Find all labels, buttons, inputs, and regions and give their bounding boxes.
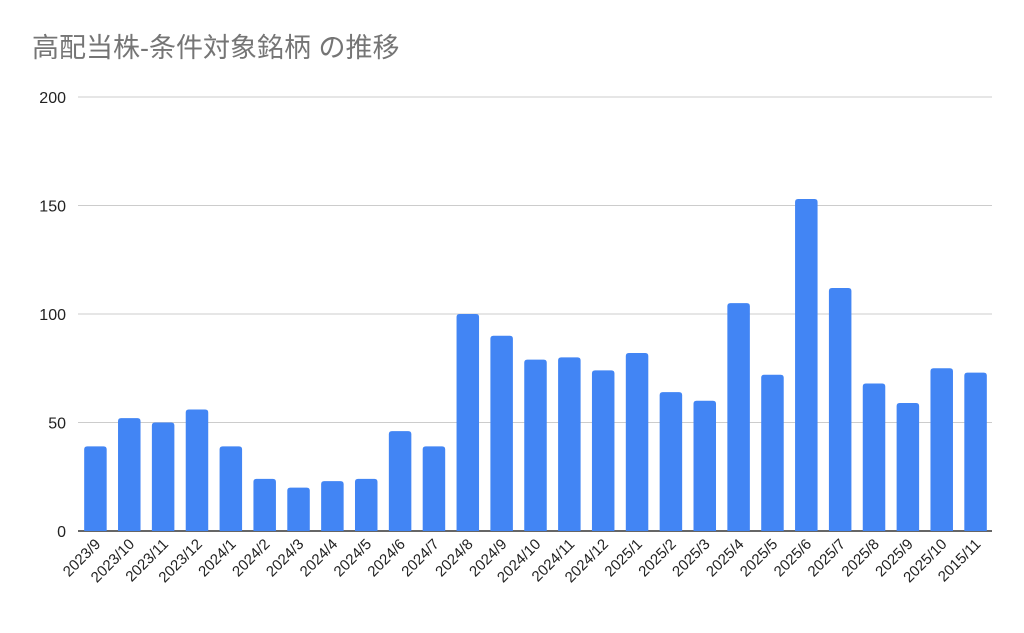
bar — [490, 335, 513, 531]
bar — [151, 422, 175, 531]
y-tick-label: 0 — [57, 524, 66, 541]
bar — [219, 446, 243, 531]
x-tick-label: 2024/4 — [297, 536, 341, 580]
chart-title: 高配当株-条件対象銘柄 の推移 — [32, 33, 400, 63]
bar — [659, 392, 683, 531]
bar — [185, 409, 209, 531]
bar — [354, 478, 378, 531]
bar — [456, 314, 480, 531]
bar — [964, 372, 987, 531]
bar — [422, 446, 446, 531]
bar — [558, 357, 581, 531]
bar — [761, 374, 784, 531]
bar — [591, 370, 615, 531]
x-tick-label: 2025/3 — [669, 536, 713, 580]
x-tick-label: 2025/5 — [737, 536, 781, 580]
bar — [896, 402, 920, 531]
bar — [862, 383, 886, 531]
bar — [795, 198, 818, 532]
bar — [321, 481, 344, 531]
bar — [625, 353, 649, 531]
y-tick-label: 150 — [39, 199, 66, 216]
bar — [84, 446, 107, 531]
bar — [828, 287, 852, 531]
y-tick-label: 200 — [39, 90, 66, 107]
bar — [118, 418, 141, 531]
x-tick-label: 2025/7 — [805, 536, 849, 580]
y-tick-label: 100 — [39, 307, 66, 324]
bar — [727, 303, 750, 531]
bar — [253, 478, 276, 531]
bar — [524, 359, 547, 531]
x-tick-label: 2025/1 — [601, 536, 645, 580]
bar — [388, 431, 412, 531]
bar — [930, 368, 953, 531]
y-tick-label: 50 — [48, 416, 66, 433]
x-tick-label: 2024/2 — [229, 536, 273, 580]
bar — [693, 400, 717, 531]
bar — [287, 487, 310, 531]
x-tick-label: 2024/6 — [364, 536, 408, 580]
